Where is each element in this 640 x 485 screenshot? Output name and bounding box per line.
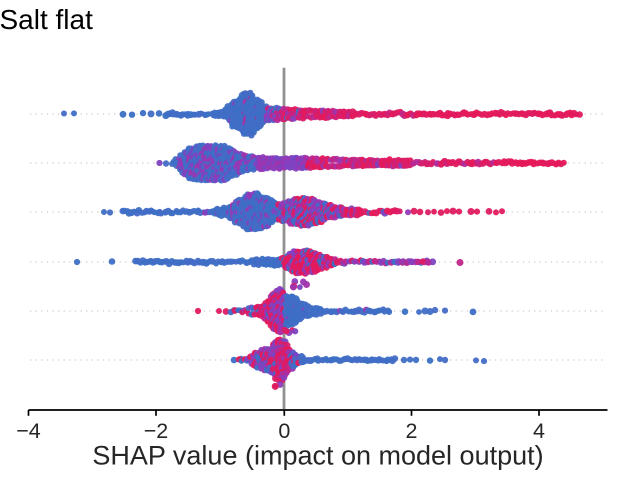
svg-text:2: 2 bbox=[406, 419, 418, 443]
svg-text:−4: −4 bbox=[16, 419, 41, 443]
svg-text:Salt flat: Salt flat bbox=[0, 4, 93, 35]
svg-text:−2: −2 bbox=[144, 419, 169, 443]
svg-text:SHAP value (impact on model ou: SHAP value (impact on model output) bbox=[92, 441, 543, 471]
svg-text:4: 4 bbox=[533, 419, 545, 443]
svg-text:0: 0 bbox=[278, 419, 290, 443]
